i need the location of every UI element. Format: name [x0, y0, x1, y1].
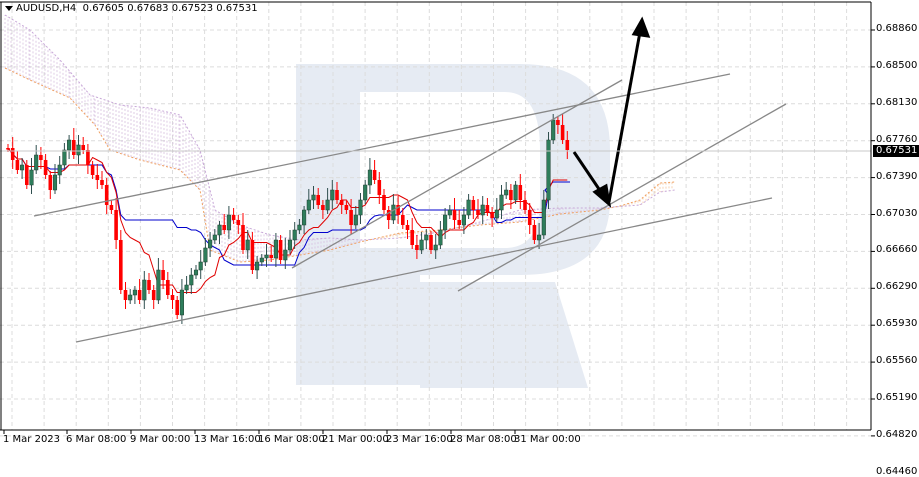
- time-tick-label: 9 Mar 00:00: [130, 434, 191, 445]
- tenkan-line: [7, 147, 568, 293]
- channel-upper-line[interactable]: [33, 73, 731, 217]
- price-tick-label: 0.64820: [876, 428, 918, 440]
- time-tick-label: 1 Mar 2023: [3, 434, 61, 445]
- price-tick-label: 0.67760: [876, 133, 918, 145]
- current-price-tag: 0.67531: [873, 145, 919, 157]
- chart-title[interactable]: AUDUSD,H4 0.67605 0.67683 0.67523 0.6753…: [5, 3, 258, 14]
- price-tick-label: 0.66290: [876, 281, 918, 293]
- dropdown-triangle-icon[interactable]: [5, 5, 13, 11]
- price-tick-label: 0.64460: [876, 465, 918, 477]
- arrow-up-head-icon: [631, 16, 651, 38]
- chart-canvas: [0, 1, 875, 474]
- ohlc-values: 0.67605 0.67683 0.67523 0.67531: [82, 3, 258, 14]
- price-tick-label: 0.65930: [876, 318, 918, 330]
- time-tick-label: 16 Mar 08:00: [258, 434, 325, 445]
- price-tick-label: 0.68130: [876, 96, 918, 108]
- candlesticks: [6, 114, 570, 324]
- time-tick-label: 31 Mar 00:00: [514, 434, 581, 445]
- time-tick-label: 21 Mar 00:00: [322, 434, 389, 445]
- price-tick-label: 0.68860: [876, 23, 918, 34]
- arrow-up-line: [607, 31, 642, 203]
- symbol-label: AUDUSD,H4: [16, 3, 77, 14]
- price-tick-label: 0.65560: [876, 355, 918, 367]
- price-tick-label: 0.66660: [876, 244, 918, 256]
- inner-channel-lower-line[interactable]: [457, 103, 787, 292]
- time-tick-label: 6 Mar 08:00: [66, 434, 127, 445]
- price-tick-label: 0.65190: [876, 392, 918, 403]
- price-tick-label: 0.67030: [876, 207, 918, 219]
- price-tick-label: 0.68500: [876, 59, 918, 71]
- time-tick-label: 28 Mar 08:00: [450, 434, 517, 445]
- inner-channel-upper-line[interactable]: [291, 79, 623, 269]
- arrow-down-line: [572, 151, 605, 196]
- price-tick-label: 0.67390: [876, 170, 918, 182]
- forecast-arrows[interactable]: [572, 16, 651, 208]
- arrow-down-head-icon: [592, 183, 612, 208]
- time-tick-label: 23 Mar 16:00: [386, 434, 453, 445]
- channel-lower-line[interactable]: [75, 197, 773, 343]
- watermark-logo: [296, 64, 610, 388]
- axes-frame: [0, 1, 872, 431]
- trendlines[interactable]: [33, 73, 787, 343]
- time-tick-label: 13 Mar 16:00: [194, 434, 261, 445]
